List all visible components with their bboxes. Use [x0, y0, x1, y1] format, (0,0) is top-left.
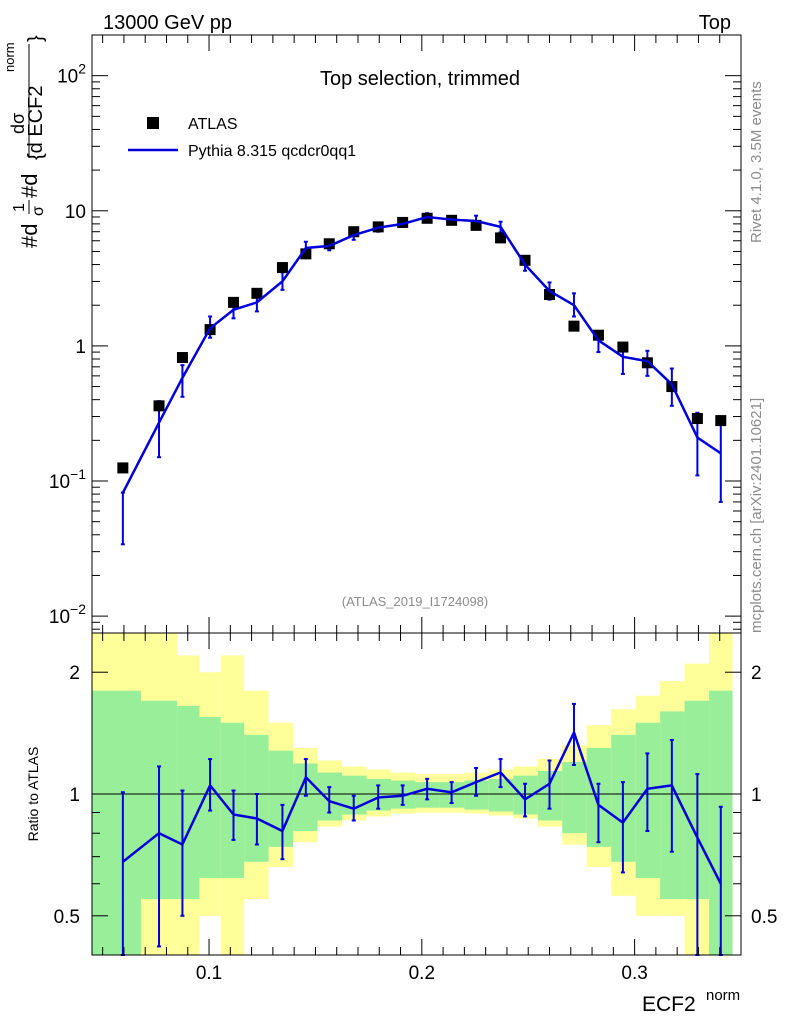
- atlas-data-point: [176, 352, 188, 364]
- header-process-label: Top: [699, 12, 731, 34]
- pythia-line: [121, 215, 722, 494]
- ylabel-prefix: #d: [17, 224, 42, 248]
- atlas-data-point: [470, 219, 482, 231]
- legend-label-pythia: Pythia 8.315 qcdcr0qq1: [188, 143, 356, 160]
- main-y-tick-label: 10−2: [49, 601, 86, 628]
- ratio-xlabel: ECF2 norm: [642, 987, 740, 1016]
- atlas-data-point: [228, 296, 240, 308]
- ylabel-brace-close: }: [25, 35, 47, 42]
- atlas-data-point: [397, 216, 409, 228]
- ratio-y-tick-label-right: 2: [751, 663, 762, 684]
- atlas-data-point: [117, 462, 129, 474]
- atlas-data-point: [276, 262, 288, 274]
- atlas-data-point: [251, 287, 263, 299]
- ratio-band-exp-bin: [220, 722, 245, 878]
- ylabel-dsigma: dσ: [8, 113, 28, 134]
- ylabel-frac-bottom: σ: [30, 206, 47, 216]
- atlas-data-point: [495, 232, 507, 244]
- atlas-data-point: [323, 238, 335, 250]
- ratio-line-pythia: [122, 729, 722, 885]
- mcplots-label: mcplots.cern.ch [arXiv:2401.10621]: [748, 398, 765, 633]
- ratio-band-exp-bin: [92, 690, 141, 955]
- legend: ATLAS Pythia 8.315 qcdcr0qq1: [128, 116, 356, 160]
- main-axes: 102 10 1 10−1 10−2: [49, 34, 742, 633]
- atlas-data-point: [568, 320, 580, 332]
- ratio-x-tick-label: 0.2: [409, 963, 435, 984]
- ylabel-brace-sup: norm: [2, 42, 17, 72]
- main-panel: 102 10 1 10−1 10−2 Top selection, trimmed (A…: [2, 34, 742, 634]
- atlas-data-point: [348, 226, 360, 238]
- ratio-x-tick-label: 0.3: [621, 963, 647, 984]
- ratio-y-tick-label-right: 1: [751, 785, 762, 806]
- ratio-y-tick-label: 1: [69, 785, 80, 806]
- main-y-tick-label: 102: [57, 61, 86, 88]
- ylabel-frac-top: 1: [11, 203, 28, 212]
- header-beam-label: 13000 GeV pp: [103, 12, 232, 34]
- xlabel-sup: norm: [706, 987, 740, 1004]
- xlabel-main: ECF2: [642, 993, 696, 1016]
- main-ylabel: #d 1 σ #d dσ {d ECF2 norm }: [2, 35, 47, 248]
- atlas-data-point: [691, 413, 703, 425]
- ratio-band-exp-bin: [177, 706, 200, 900]
- main-y-tick-label: 10−1: [49, 466, 86, 493]
- main-plot-marks: [117, 212, 727, 546]
- rivet-label: Rivet 4.1.0, 3.5M events: [748, 81, 765, 243]
- legend-marker-atlas: [147, 117, 159, 129]
- ratio-frame: [91, 632, 742, 956]
- ratio-ylabel: Ratio to ATLAS: [25, 747, 41, 842]
- ratio-panel: 0.1 0.2 0.3 2 2 1 1 0.5 0.5 Ratio to ATLAS ECF2 …: [25, 632, 777, 1016]
- ratio-band-exp-bin: [562, 761, 587, 834]
- main-plot-title: Top selection, trimmed: [320, 68, 520, 90]
- ratio-x-tick-label: 0.1: [196, 963, 222, 984]
- ylabel-brace-bottom: {d ECF2: [25, 86, 47, 160]
- atlas-data-point: [715, 415, 727, 427]
- ratio-y-tick-label: 0.5: [54, 907, 80, 928]
- legend-label-atlas: ATLAS: [188, 116, 238, 133]
- atlas-data-point: [617, 341, 629, 353]
- ratio-plot-marks: [92, 633, 741, 956]
- atlas-data-point: [592, 329, 604, 341]
- ratio-band-exp-bin: [268, 750, 294, 847]
- main-y-tick-label: 1: [75, 337, 86, 358]
- ratio-y-tick-label-right: 0.5: [751, 907, 777, 928]
- ratio-axes: 0.1 0.2 0.3 2 2 1 1 0.5 0.5: [54, 633, 777, 984]
- atlas-data-point: [153, 400, 165, 412]
- ylabel-mid: #d: [17, 174, 42, 198]
- atlas-data-point: [519, 254, 531, 266]
- analysis-id-label: (ATLAS_2019_I1724098): [342, 594, 488, 609]
- main-y-tick-label: 10: [65, 202, 86, 223]
- ratio-y-tick-label: 2: [69, 663, 80, 684]
- atlas-data-point: [300, 248, 312, 260]
- atlas-data-point: [543, 289, 555, 301]
